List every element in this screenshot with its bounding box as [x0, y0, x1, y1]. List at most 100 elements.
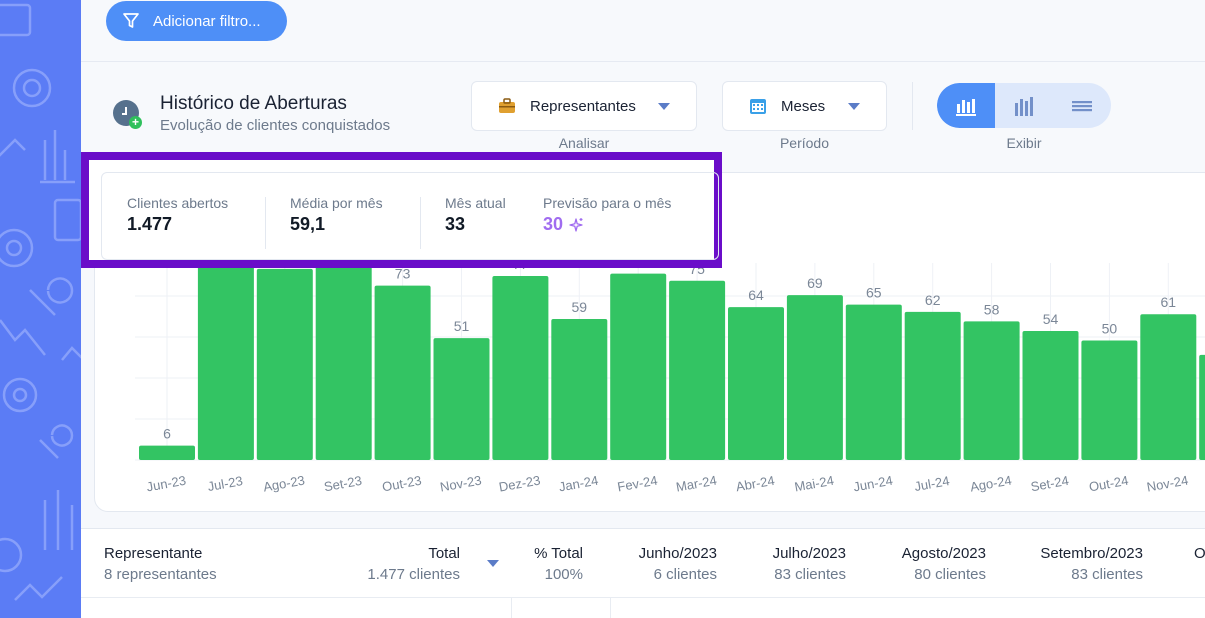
bar-chart-labeled-icon [956, 98, 976, 116]
chart-bar[interactable] [1081, 340, 1138, 460]
view-bars-labeled-button[interactable] [937, 83, 995, 128]
sparkle-icon [569, 217, 583, 232]
column-summary: 6 clientes [653, 566, 717, 583]
representatives-table: Representante 8 representantes Total 1.4… [81, 528, 1205, 618]
column-title: Setembro/2023 [1040, 545, 1143, 562]
column-header-representante[interactable]: Representante 8 representantes [104, 545, 217, 583]
column-header-percent[interactable]: % Total 100% [513, 545, 583, 583]
x-tick-label: Mar-24 [675, 473, 718, 495]
x-tick-label: Jun-24 [852, 473, 894, 495]
column-summary: 1.477 clientes [367, 566, 460, 583]
column-title: O [1194, 545, 1205, 562]
column-divider [610, 598, 611, 618]
x-tick-label: Abr-24 [735, 473, 776, 495]
column-header-jul-2023[interactable]: Julho/2023 83 clientes [746, 545, 846, 583]
x-tick-label: Jan-24 [558, 473, 600, 495]
header-divider [912, 82, 913, 130]
period-caption: Período [779, 135, 830, 151]
bar-value-label: 59 [572, 299, 588, 315]
bar-value-label: 73 [395, 266, 411, 282]
bar-value-label: 50 [1102, 321, 1118, 337]
x-tick-label: Jul-23 [206, 473, 243, 494]
forecast-number: 30 [543, 214, 564, 234]
column-summary: 83 clientes [1071, 566, 1143, 583]
bar-chart: 6Jun-2383Jul-2380Ago-2383Set-2373Out-235… [135, 242, 1205, 495]
chart-bar[interactable] [315, 261, 372, 460]
period-value: Meses [781, 97, 826, 115]
stat-current-month: Mês atual 33 [445, 195, 506, 235]
sidebar-decoration [0, 0, 81, 618]
column-header-jun-2023[interactable]: Junho/2023 6 clientes [617, 545, 717, 583]
column-header-total[interactable]: Total 1.477 clientes [360, 545, 460, 583]
chart-bar[interactable] [610, 273, 667, 460]
column-header-next[interactable]: O [1194, 545, 1205, 562]
bar-value-label: 61 [1161, 294, 1177, 310]
calendar-icon [749, 97, 767, 115]
analyze-dropdown[interactable]: Representantes [471, 81, 697, 131]
chart-bar[interactable] [139, 445, 195, 460]
stat-value: 59,1 [290, 214, 326, 234]
bar-value-label: 6 [163, 426, 171, 442]
column-header-ago-2023[interactable]: Agosto/2023 80 clientes [876, 545, 986, 583]
add-badge-icon: + [129, 116, 142, 129]
chart-bar[interactable] [256, 268, 313, 460]
column-summary: 100% [544, 566, 583, 583]
stat-value: 1.477 [127, 214, 173, 234]
page-title: Histórico de Aberturas [160, 93, 347, 114]
chart-bar[interactable] [197, 261, 254, 460]
chevron-down-icon [658, 103, 670, 110]
bar-value-label: 65 [866, 285, 882, 301]
bar-chart-icon [1015, 96, 1033, 116]
main-panel: Adicionar filtro... + Histórico de Abert… [81, 0, 1205, 618]
stat-value: 33 [445, 214, 466, 234]
chart-bar[interactable] [845, 304, 902, 460]
stat-label: Mês atual [445, 195, 506, 211]
chart-bar[interactable] [786, 295, 843, 460]
stat-total-clients: Clientes abertos 1.477 [127, 195, 228, 235]
row-divider [81, 597, 1205, 598]
chart-bar[interactable] [492, 276, 549, 460]
view-list-button[interactable] [1053, 83, 1111, 128]
stat-label: Média por mês [290, 195, 383, 211]
bar-value-label: 58 [984, 301, 1000, 317]
analyze-value: Representantes [530, 97, 636, 115]
stat-label: Previsão para o mês [543, 195, 672, 211]
x-tick-label: Set-24 [1030, 473, 1070, 494]
stats-highlight: Clientes abertos 1.477 Média por mês 59,… [81, 152, 722, 268]
pattern-icons [0, 3, 81, 601]
report-header: + Histórico de Aberturas Evolução de cli… [81, 62, 1205, 172]
chart-bar[interactable] [433, 338, 490, 460]
chart-bar[interactable] [669, 280, 726, 460]
chart-bar[interactable] [1022, 330, 1079, 460]
column-title: Agosto/2023 [901, 545, 986, 562]
chart-bar[interactable] [551, 319, 608, 460]
column-header-set-2023[interactable]: Setembro/2023 83 clientes [1023, 545, 1143, 583]
sort-desc-icon[interactable] [487, 560, 499, 567]
period-dropdown[interactable]: Meses [722, 81, 887, 131]
column-title: Total [428, 545, 460, 562]
column-title: % Total [534, 545, 583, 562]
view-bars-button[interactable] [995, 83, 1053, 128]
filter-bar: Adicionar filtro... [81, 0, 1205, 62]
add-filter-button[interactable]: Adicionar filtro... [106, 1, 287, 41]
chart-bar[interactable] [963, 321, 1020, 460]
page-subtitle: Evolução de clientes conquistados [160, 117, 391, 134]
x-tick-label: Jun-23 [145, 473, 187, 495]
x-tick-label: Mai-24 [793, 473, 835, 495]
stat-value: 30 [543, 214, 671, 235]
chart-card: 6Jun-2383Jul-2380Ago-2383Set-2373Out-235… [94, 172, 1205, 512]
column-summary: 80 clientes [914, 566, 986, 583]
x-tick-label: Fev-24 [616, 473, 658, 495]
stat-monthly-average: Média por mês 59,1 [290, 195, 383, 235]
bar-value-label: 69 [807, 275, 823, 291]
x-tick-label: Nov-23 [439, 473, 483, 495]
bar-value-label: 54 [1043, 311, 1059, 327]
chart-bar[interactable] [1140, 314, 1197, 460]
chart-bar[interactable] [1199, 354, 1205, 460]
column-summary: 8 representantes [104, 566, 217, 583]
chart-bar[interactable] [904, 311, 961, 460]
stat-divider [420, 197, 421, 249]
bar-value-label: 62 [925, 292, 941, 308]
chart-bar[interactable] [374, 285, 431, 460]
chart-bar[interactable] [728, 307, 784, 460]
